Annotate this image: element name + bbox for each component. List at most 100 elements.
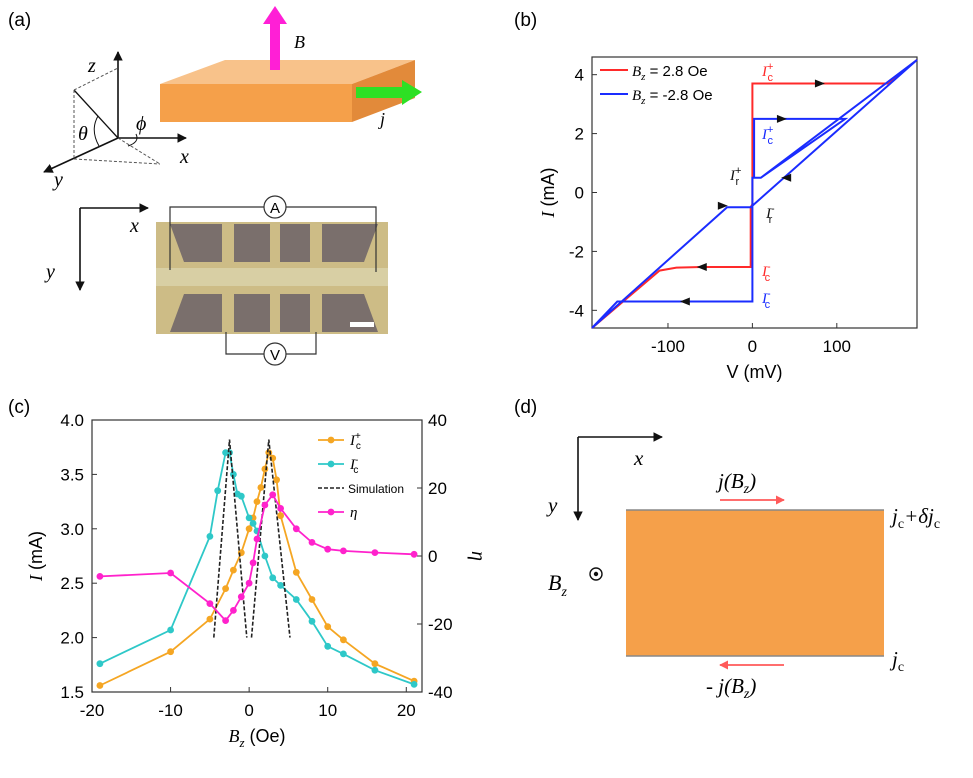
c-series-0-point-11	[265, 449, 273, 456]
panel-a-label: (a)	[8, 10, 31, 31]
voltmeter: V	[263, 342, 287, 366]
c-y-tick-label-0: 1.5	[60, 683, 84, 702]
c-series-3-point-9	[261, 501, 269, 509]
top-current-label: j(Bz)	[715, 469, 756, 497]
c-series-3-point-1	[167, 569, 175, 577]
c-series-1-point-18	[340, 650, 347, 658]
b-direction-arrow-5	[679, 297, 690, 306]
b-annotation-5: I-c	[761, 288, 771, 311]
b-annotation-sub-4: c	[765, 272, 771, 284]
b-y-axis-var: I	[538, 211, 558, 219]
dashed-proj-4	[73, 158, 161, 165]
c-legend-sub-1: c	[353, 465, 358, 476]
c-series-1-point-17	[324, 642, 332, 650]
c-series-1-point-9	[245, 514, 253, 522]
measurement-circuit	[169, 206, 377, 355]
b-legend-var-0: B	[632, 64, 641, 80]
b-annotation-var-3: I	[765, 206, 772, 222]
c-y2-tick-label-0: -40	[428, 683, 453, 702]
b-annotation-sub-2: r	[735, 176, 739, 188]
c-series-1-point-19	[371, 666, 379, 674]
dashed-proj-2	[73, 67, 119, 91]
current-j-label: j	[378, 109, 385, 129]
theta-label: θ	[78, 123, 88, 145]
b-y-tick-label-0: -4	[569, 301, 584, 320]
b-annotation-sup-4: -	[767, 261, 771, 273]
d-y-label: y	[546, 493, 558, 517]
b-annotation-sup-1: +	[767, 124, 773, 136]
c-series-3-point-12	[292, 525, 300, 533]
b-y-tick-label-2: 0	[575, 184, 584, 203]
scale-bar	[350, 322, 374, 327]
c-series-1-point-0	[96, 660, 104, 668]
panel-a: (a) z x y θ ϕ	[8, 6, 422, 366]
c-y2-tick-label-1: -20	[428, 615, 453, 634]
b-direction-arrow-3	[717, 201, 728, 210]
c-series-0-point-0	[96, 682, 104, 689]
b-y-axis-label: I (mA)	[538, 168, 558, 219]
b-annotation-sub-1: c	[767, 135, 773, 147]
b-y-tick-label-1: -2	[569, 242, 584, 261]
c-simulation-line-0	[213, 439, 248, 638]
b-legend-value-1: = -2.8 Oe	[645, 87, 712, 104]
c-y-tick-label-5: 4.0	[60, 411, 84, 430]
c-series-0-point-1	[167, 648, 175, 656]
b-legend-sub-1: z	[640, 95, 646, 107]
b-annotation-sup-3: -	[771, 203, 775, 215]
c-x-axis-var: B	[228, 726, 239, 746]
c-series-0-point-4	[230, 566, 237, 574]
c-legend-label-2: Simulation	[348, 482, 404, 496]
c-series-1-point-1	[167, 626, 175, 634]
panel-d-label: (d)	[514, 397, 537, 418]
panel-b-label: (b)	[514, 10, 537, 31]
theta-arc	[93, 115, 100, 147]
panel-c-label: (c)	[8, 397, 30, 418]
c-series-3-point-8	[253, 535, 261, 543]
c-legend-var-1: I	[349, 457, 356, 473]
c-series-0-point-6	[245, 525, 253, 533]
b-y-tick-label-3: 2	[575, 125, 584, 144]
panel-c: (c) -20 -10 0 10 201.52.02.53.03.54.0-40-200…	[8, 397, 489, 750]
c-x-tick-label-0: -20	[80, 701, 105, 720]
panel-b: (b) -100 0 100 -4 -2 0 2 4 V (mV) I (mA) Bz = 2.8 …	[514, 10, 918, 382]
field-b-label: B	[294, 32, 305, 52]
bottom-current-label: - j(Bz)	[706, 674, 756, 702]
c-series-3-point-13	[308, 539, 316, 546]
c-simulation-line-1	[250, 439, 291, 638]
c-x-tick-label-1: -10	[158, 701, 183, 720]
c-series-0-point-13	[273, 476, 280, 484]
slab-top	[160, 60, 415, 84]
b-annotation-sup-0: +	[767, 61, 773, 73]
c-series-3-point-7	[249, 559, 257, 567]
c-x-axis-unit: (Oe)	[245, 726, 286, 746]
c-y2-tick-label-4: 40	[428, 411, 447, 430]
c-series-1-point-2	[206, 533, 214, 540]
c-y-tick-label-4: 3.5	[60, 465, 84, 484]
dashed-proj-3	[117, 137, 161, 165]
c-series-1-point-3	[214, 487, 222, 495]
c-series-0-point-16	[308, 596, 316, 603]
d-x-label: x	[633, 446, 644, 470]
c-series-3-point-3	[222, 617, 230, 624]
b-legend-var-1: B	[632, 88, 641, 104]
c-legend-marker-1	[327, 460, 335, 468]
c-plot-frame	[91, 419, 423, 693]
c-series-3-point-2	[206, 600, 214, 607]
c-legend-label-1: I-c	[349, 455, 358, 476]
slab-cross-section	[626, 510, 884, 656]
b-direction-arrow-0	[814, 79, 825, 88]
c-y2-tick-label-2: 0	[428, 547, 437, 566]
field-bz-label: Bz	[548, 570, 567, 600]
c-y2-axis-label: η	[467, 551, 489, 561]
phi-arc	[127, 133, 138, 147]
c-legend-sup-1: -	[355, 455, 358, 466]
c-x-tick-label-4: 20	[397, 701, 416, 720]
b-legend-value-0: = 2.8 Oe	[645, 63, 707, 80]
ammeter-label: A	[270, 200, 280, 217]
c-series-3-line	[99, 493, 415, 622]
b-annotation-var-4: I	[761, 264, 768, 280]
b-annotation-2: I+ r	[729, 165, 741, 188]
b-y-axis-unit: (mA)	[538, 168, 558, 212]
c-series-0-point-18	[340, 636, 347, 644]
c-y-tick-label-3: 3.0	[60, 520, 84, 539]
